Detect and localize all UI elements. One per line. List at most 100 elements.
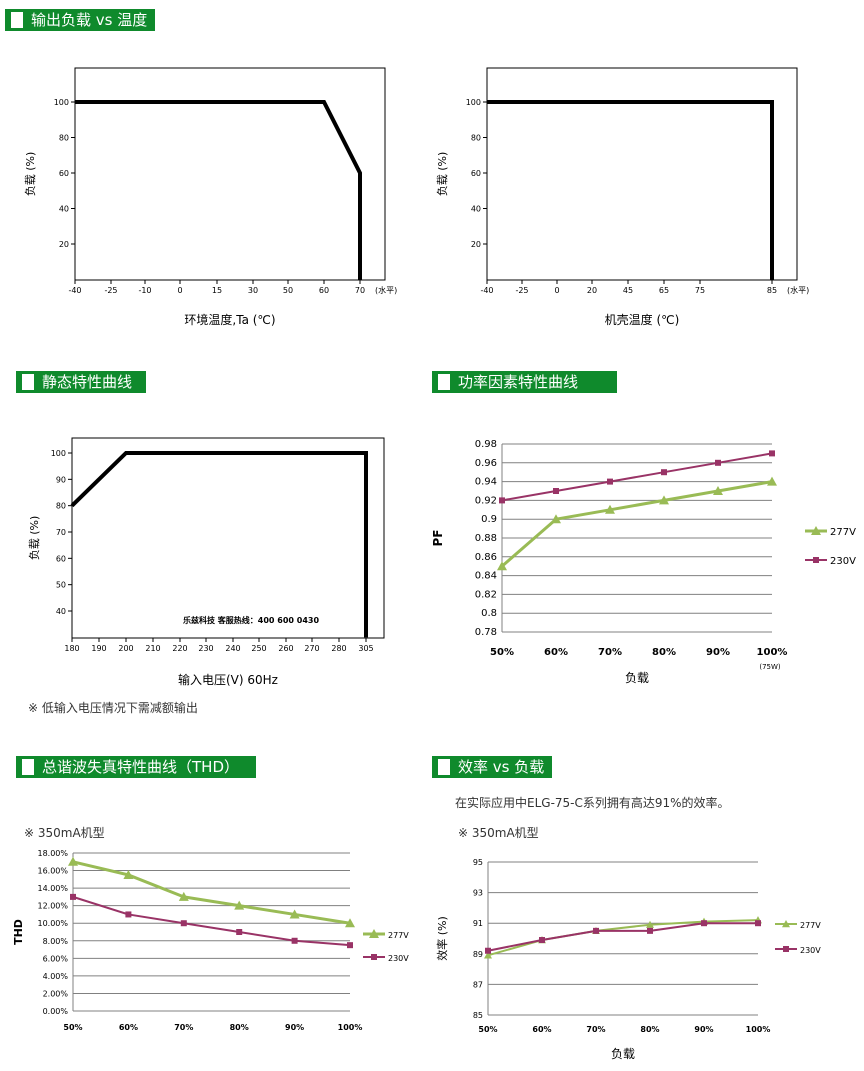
derating-curve [487,100,774,280]
x-unit-label: (水平) [787,285,809,295]
y-tick-label: 91 [473,919,483,928]
y-tick-label: 0.8 [481,608,497,619]
data-point-230V [607,478,613,485]
y-tick-label: 14.00% [37,884,68,893]
x-tick-label: 60% [532,1025,551,1034]
y-axis-label: PF [431,530,445,547]
section-banner-derating: 输出负载 vs 温度 [5,9,155,31]
legend-marker-277V [369,929,379,938]
y-tick-label: 50 [56,581,66,590]
x-tick-label: 260 [278,644,293,653]
plot-frame [71,437,385,639]
y-tick-label: 2.00% [43,989,69,998]
data-point-277V [289,909,300,919]
x-tick-label: 210 [145,644,160,653]
x-tick-label: 90% [285,1023,304,1032]
x-tick-label: 30 [248,286,258,295]
data-point-230V [125,911,132,918]
x-tick-label: 100% [746,1025,771,1034]
thd-model-note: ※ 350mA机型 [24,826,105,840]
x-tick-label: 90% [706,647,730,658]
x-axis-label: 输入电压(V) 60Hz [178,672,278,687]
x-axis-sublabel: (75W) [759,663,781,671]
y-tick-label: 16.00% [37,867,68,876]
x-tick-label: 65 [659,286,669,295]
legend-label-277V: 277V [388,931,409,940]
y-tick-label: 0.92 [475,495,497,506]
y-tick-label: 100 [51,449,66,458]
data-point-230V [647,927,653,934]
data-point-277V [178,891,189,901]
y-tick-label: 18.00% [37,849,68,858]
x-axis-label: 负载 [625,671,649,685]
data-point-277V [123,869,134,879]
x-tick-label: 75 [695,286,705,295]
x-tick-label: 80% [640,1025,659,1034]
x-tick-label: 50% [490,647,514,658]
x-tick-label: 190 [91,644,106,653]
y-tick-label: 0.9 [481,514,497,525]
x-tick-label: 280 [331,644,346,653]
x-tick-label: -40 [480,286,493,295]
x-tick-label: 50 [283,286,293,295]
y-tick-label: 60 [471,169,481,178]
x-axis-label: 机壳温度 (℃) [605,312,680,327]
banner-marker [438,374,450,390]
y-tick-label: 12.00% [37,902,68,911]
x-tick-label: 0 [554,286,559,295]
y-tick-label: 4.00% [43,972,69,981]
legend-label-230V: 230V [800,946,821,955]
data-point-277V [551,514,561,524]
x-tick-label: 230 [198,644,213,653]
legend-marker-230V [813,557,819,563]
y-tick-label: 0.98 [475,439,497,450]
y-tick-label: 0.86 [475,552,497,563]
x-tick-label: 60% [119,1023,138,1032]
y-tick-label: 6.00% [43,954,69,963]
y-tick-label: 100 [54,98,69,107]
x-unit-label: (水平) [375,285,397,295]
section-banner-eff: 效率 vs 负载 [432,756,552,778]
x-tick-label: 100% [338,1023,363,1032]
x-tick-label: -10 [138,286,151,295]
data-point-230V [70,893,76,900]
chart-annotation: 乐兹科技 客服热线：400 600 0430 [183,615,319,625]
y-tick-label: 0.78 [475,627,497,638]
x-tick-label: 50% [63,1023,82,1032]
data-point-230V [769,450,775,457]
data-point-277V [234,900,245,910]
plot-frame [74,67,386,281]
x-tick-label: 90% [694,1025,713,1034]
x-tick-label: -40 [68,286,81,295]
y-tick-label: 0.82 [475,589,497,600]
y-tick-label: 85 [473,1011,483,1020]
data-point-230V [499,497,505,504]
x-tick-label: 20 [587,286,597,295]
y-axis-label: THD [12,919,25,945]
x-tick-label: 240 [225,644,240,653]
data-point-277V [68,856,78,866]
data-point-277V [345,918,355,928]
banner-marker [22,374,34,390]
legend-marker-277V [782,920,790,928]
data-point-230V [755,920,761,927]
data-point-277V [605,504,615,514]
x-tick-label: 60% [544,647,568,658]
y-axis-label: 负载 (%) [23,152,37,197]
y-tick-label: 80 [471,134,481,143]
legend-label-277V: 277V [830,527,856,538]
legend-marker-277V [811,526,821,535]
data-point-230V [661,469,667,476]
data-point-277V [713,486,723,495]
y-tick-label: 40 [56,607,66,616]
x-tick-label: 200 [118,644,133,653]
y-tick-label: 0.00% [43,1007,69,1016]
x-tick-label: 0 [177,286,182,295]
y-tick-label: 10.00% [37,919,68,928]
y-tick-label: 20 [471,240,481,249]
legend-marker-230V [371,954,377,960]
efficiency-description: 在实际应用中ELG-75-C系列拥有高达91%的效率。 [455,796,730,810]
derating-curve [75,100,362,280]
banner-title: 效率 vs 负载 [458,758,545,776]
